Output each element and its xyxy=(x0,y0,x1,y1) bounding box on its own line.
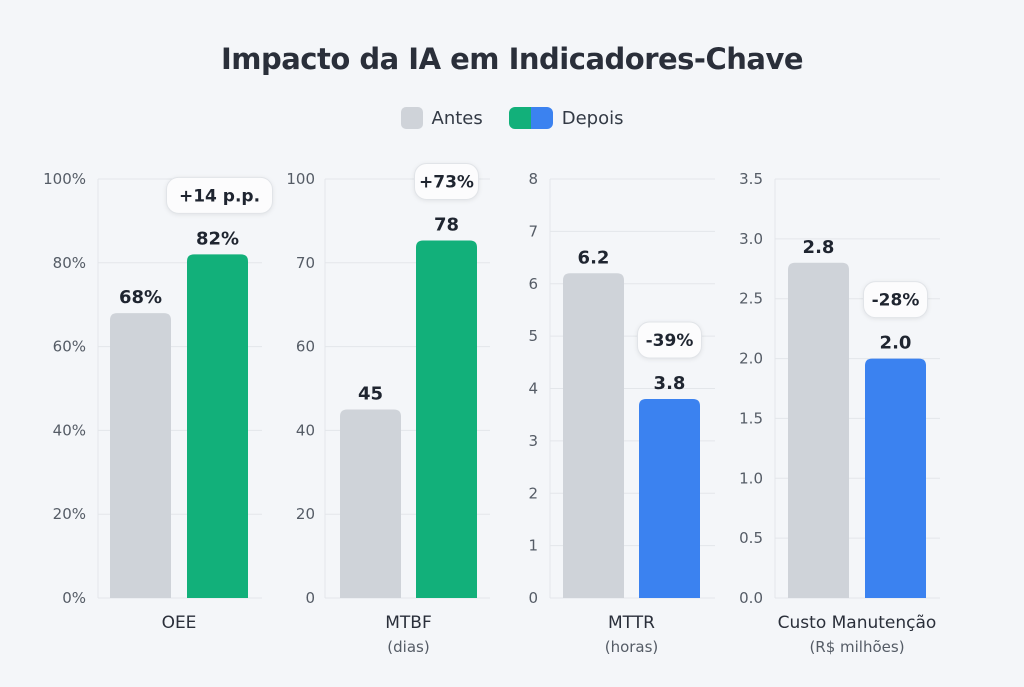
badge-background xyxy=(414,162,479,200)
x-category-unit: (R$ milhões) xyxy=(809,638,904,656)
badge-text: +14 p.p. xyxy=(179,186,260,206)
badge-background xyxy=(166,176,273,214)
panel-custo-manuten-o: 0.0 0.5 1.0 1.5 2.0 2.5 3.0 3.5 2.8 2.0 -28% Custo … xyxy=(739,170,940,656)
bar-antes xyxy=(563,273,624,598)
legend-swatch-antes xyxy=(400,107,423,129)
y-tick-label: 3.0 xyxy=(739,230,763,248)
chart-title: Impacto da IA em Indicadores-Chave xyxy=(220,42,804,76)
bar-antes xyxy=(788,262,849,598)
y-tick-label: 1.0 xyxy=(739,469,763,487)
change-badge: -28% xyxy=(863,281,928,319)
y-tick-label: 1.5 xyxy=(739,409,763,427)
y-tick-label: 20 xyxy=(296,505,315,523)
change-badge: +14 p.p. xyxy=(166,176,273,214)
x-category-unit: (horas) xyxy=(605,638,659,656)
x-category-label: Custo Manutenção xyxy=(778,613,937,633)
data-label-antes: 6.2 xyxy=(578,247,610,268)
bar-antes xyxy=(110,313,171,598)
y-tick-label: 0% xyxy=(62,589,86,607)
legend-label-depois: Depois xyxy=(561,107,624,129)
bar-depois xyxy=(865,358,926,598)
x-category-label: MTTR xyxy=(608,613,655,633)
y-tick-label: 60% xyxy=(53,338,86,356)
badge-background xyxy=(863,281,928,319)
badge-text: -28% xyxy=(872,291,920,311)
y-tick-label: 2 xyxy=(528,484,538,502)
change-badge: -39% xyxy=(637,321,702,359)
data-label-depois: 2.0 xyxy=(880,333,912,354)
y-tick-label: 5 xyxy=(528,327,538,345)
y-tick-label: 0.0 xyxy=(739,589,763,607)
change-badge: +73% xyxy=(414,162,479,200)
data-label-antes: 2.8 xyxy=(803,237,835,258)
y-tick-label: 40 xyxy=(296,421,315,439)
data-label-antes: 68% xyxy=(119,287,162,308)
panel-mtbf: 0 20 40 60 70 100 45 78 +73% MTBF (dias) xyxy=(286,162,490,656)
badge-text: +73% xyxy=(419,172,474,192)
x-category-label: MTBF xyxy=(385,613,432,633)
panel-oee: 0% 20% 40% 60% 80% 100% 68% 82% +14 p.p. OEE xyxy=(43,170,273,633)
y-tick-label: 80% xyxy=(53,254,86,272)
x-category-unit: (dias) xyxy=(387,638,429,656)
y-tick-label: 100% xyxy=(43,170,86,188)
y-tick-label: 3 xyxy=(528,432,538,450)
y-tick-label: 20% xyxy=(53,505,86,523)
legend-item-depois: Depois xyxy=(508,107,624,129)
legend-swatch-depois xyxy=(508,107,553,129)
y-tick-label: 60 xyxy=(296,338,315,356)
bar-antes xyxy=(340,409,401,598)
y-tick-label: 2.0 xyxy=(739,350,763,368)
y-tick-label: 2.5 xyxy=(739,290,763,308)
legend: Antes Depois xyxy=(0,107,1024,129)
legend-label-antes: Antes xyxy=(431,107,483,129)
data-label-antes: 45 xyxy=(358,383,383,404)
panel-mttr: 0 1 2 3 4 5 6 7 8 6.2 3.8 -39% MTTR (horas) xyxy=(528,170,715,656)
y-tick-label: 40% xyxy=(53,421,86,439)
y-tick-label: 8 xyxy=(528,170,538,188)
y-tick-label: 100 xyxy=(286,170,315,188)
x-category-label: OEE xyxy=(162,613,197,633)
y-tick-label: 1 xyxy=(528,537,538,555)
y-tick-label: 0.5 xyxy=(739,529,763,547)
y-tick-label: 7 xyxy=(528,222,538,240)
bar-depois xyxy=(187,254,248,599)
y-tick-label: 6 xyxy=(528,275,538,293)
y-tick-label: 4 xyxy=(528,380,538,398)
badge-text: -39% xyxy=(646,331,694,351)
data-label-depois: 78 xyxy=(434,214,459,235)
y-tick-label: 0 xyxy=(528,589,538,607)
bar-depois xyxy=(639,398,700,598)
y-tick-label: 3.5 xyxy=(739,170,763,188)
data-label-depois: 3.8 xyxy=(654,373,686,394)
y-tick-label: 70 xyxy=(296,254,315,272)
legend-item-antes: Antes xyxy=(400,107,483,129)
data-label-depois: 82% xyxy=(196,228,239,249)
bar-depois xyxy=(416,240,477,598)
y-tick-label: 0 xyxy=(305,589,315,607)
badge-background xyxy=(637,321,702,359)
